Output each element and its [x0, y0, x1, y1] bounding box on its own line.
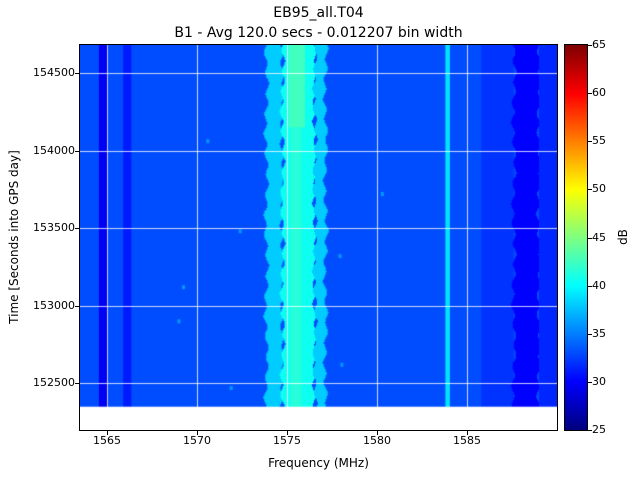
colorbar-tick-mark — [588, 334, 592, 335]
y-axis-label: Time [Seconds into GPS day] — [7, 150, 21, 324]
y-tick-label: 154000 — [33, 143, 75, 157]
colorbar-tick-label: 30 — [592, 374, 606, 388]
colorbar-tick-mark — [588, 189, 592, 190]
colorbar-tick-mark — [588, 382, 592, 383]
y-tick-mark — [75, 73, 79, 74]
heatmap-canvas — [80, 45, 557, 430]
y-tick-mark — [75, 151, 79, 152]
colorbar-tick-label: 25 — [592, 423, 606, 436]
colorbar-tick-label: 65 — [592, 38, 606, 51]
x-tick-mark — [467, 431, 468, 435]
colorbar-tick-label: 45 — [592, 230, 606, 244]
colorbar-tick-label: 35 — [592, 326, 606, 340]
colorbar-tick-mark — [588, 141, 592, 142]
figure-title: EB95_all.T04 — [273, 5, 364, 21]
y-tick-mark — [75, 228, 79, 229]
x-tick-label: 1575 — [273, 434, 301, 447]
x-tick-mark — [287, 431, 288, 435]
colorbar-tick-mark — [588, 238, 592, 239]
colorbar-tick-mark — [588, 430, 592, 431]
colorbar-tick-mark — [588, 93, 592, 94]
plot-area — [79, 44, 558, 431]
colorbar — [564, 44, 588, 431]
colorbar-tick-label: 50 — [592, 182, 606, 196]
x-tick-label: 1570 — [183, 434, 211, 447]
colorbar-tick-label: 40 — [592, 278, 606, 292]
axes-title: B1 - Avg 120.0 secs - 0.012207 bin width — [174, 25, 463, 41]
x-tick-mark — [377, 431, 378, 435]
y-tick-label: 154500 — [33, 65, 75, 79]
y-tick-mark — [75, 383, 79, 384]
x-tick-label: 1585 — [453, 434, 481, 447]
x-tick-label: 1580 — [363, 434, 391, 447]
x-tick-mark — [107, 431, 108, 435]
colorbar-tick-label: 55 — [592, 134, 606, 148]
colorbar-tick-mark — [588, 286, 592, 287]
x-tick-label: 1565 — [93, 434, 121, 447]
x-tick-mark — [197, 431, 198, 435]
x-axis-label: Frequency (MHz) — [268, 456, 369, 470]
colorbar-tick-mark — [588, 45, 592, 46]
y-tick-mark — [75, 306, 79, 307]
y-tick-label: 153000 — [33, 298, 75, 312]
colorbar-canvas — [565, 45, 587, 430]
colorbar-tick-label: 60 — [592, 86, 606, 100]
y-tick-label: 152500 — [33, 376, 75, 390]
y-tick-label: 153500 — [33, 221, 75, 235]
